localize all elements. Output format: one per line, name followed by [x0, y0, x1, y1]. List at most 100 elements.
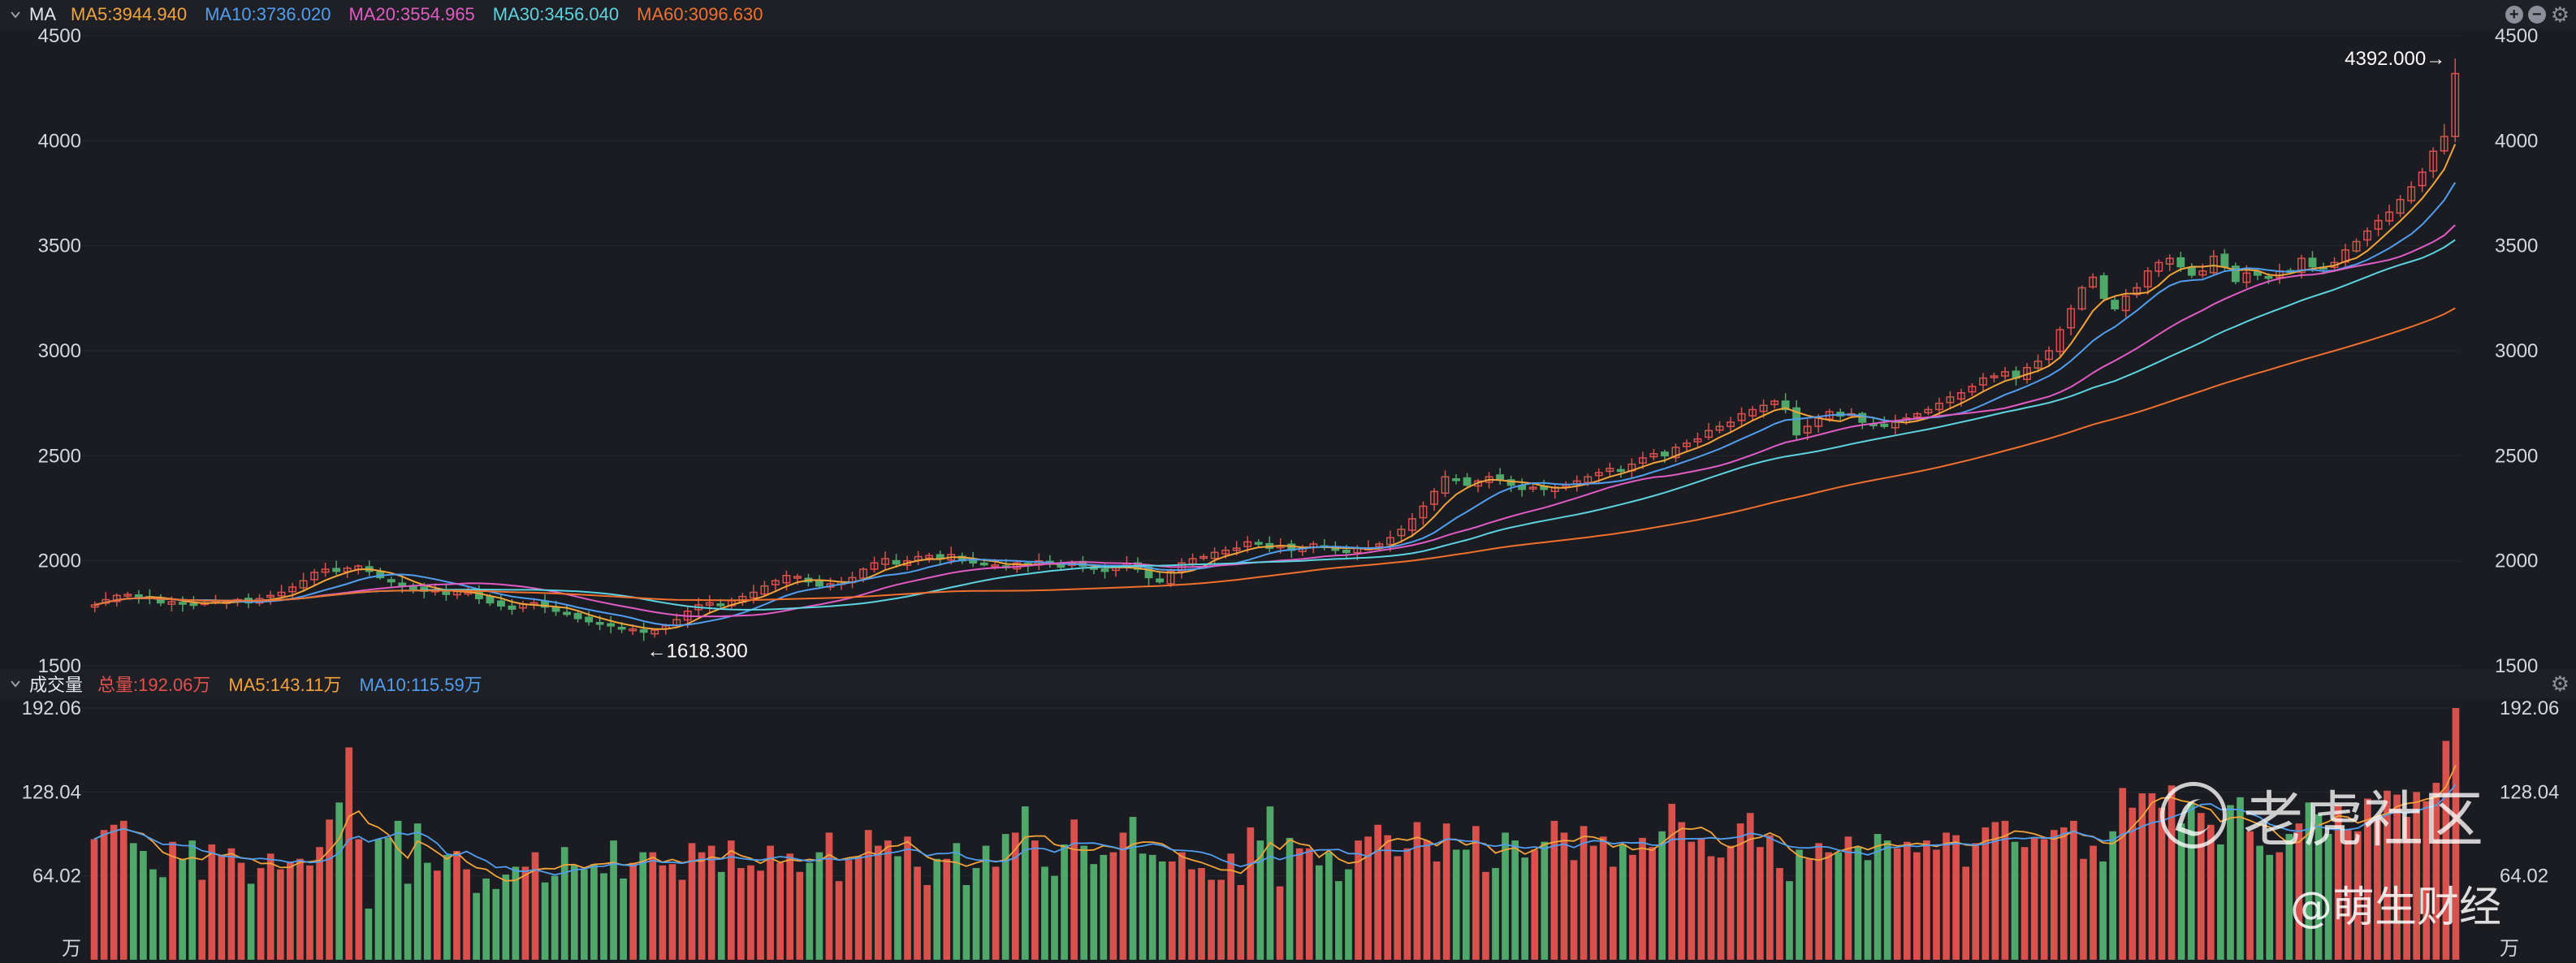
volume-bar-177: [1825, 852, 1833, 960]
candle-193: [2209, 249, 2218, 276]
candle-body-155: [1792, 407, 1801, 436]
volume-bar-202: [2070, 820, 2077, 960]
volume-bar-76: [835, 881, 843, 960]
ma60-line: [94, 307, 2456, 606]
volume-bar-62: [698, 852, 706, 960]
volume-bar-217: [2217, 844, 2224, 960]
volume-bar-80: [874, 845, 882, 960]
volume-panel-title: 成交量: [29, 675, 84, 695]
volume-bar-4: [129, 843, 137, 960]
candle-body-163: [1880, 423, 1889, 427]
volume-unit-left: 万: [62, 938, 81, 960]
candle-body-166: [1913, 412, 1921, 418]
volume-bar-49: [570, 865, 578, 960]
volume-bar-92: [992, 866, 1000, 960]
candle-body-8: [178, 602, 187, 605]
candle-22: [332, 560, 341, 575]
volume-bar-97: [1041, 866, 1048, 960]
candle-body-102: [1210, 551, 1219, 559]
volume-bar-130: [1364, 836, 1372, 960]
volume-bar-57: [649, 852, 657, 960]
chevron-down-icon[interactable]: [10, 9, 21, 20]
candle-56: [705, 594, 714, 612]
plus-circle-icon[interactable]: +: [2505, 6, 2523, 24]
volume-bar-200: [2050, 830, 2058, 960]
candle-body-161: [1858, 412, 1867, 423]
volume-bar-109: [1158, 861, 1166, 960]
volume-bar-110: [1168, 861, 1176, 960]
volume-bar-240: [2442, 741, 2450, 960]
volume-bar-167: [1727, 845, 1735, 960]
candle-body-192: [2198, 270, 2207, 276]
volume-bar-34: [423, 862, 431, 960]
volume-bar-198: [2030, 837, 2038, 960]
minus-circle-icon[interactable]: −: [2527, 6, 2546, 24]
volume-bar-151: [1570, 860, 1578, 960]
candle-body-136: [1584, 476, 1593, 483]
watermark-brand: 老虎社区: [2160, 771, 2483, 858]
candle-body-103: [1221, 549, 1230, 555]
volume-bar-168: [1736, 823, 1744, 960]
volume-bar-103: [1100, 854, 1108, 960]
volume-bar-195: [2001, 820, 2009, 960]
volume-bar-180: [1854, 847, 1862, 960]
volume-bar-154: [1599, 836, 1607, 960]
volume-bar-111: [1178, 852, 1186, 960]
volume-tick-right-1: 128.04: [2500, 781, 2559, 803]
candle-body-120: [1408, 518, 1416, 531]
volume-bar-17: [257, 868, 265, 960]
candle-145: [1683, 439, 1691, 451]
volume-bar-148: [1541, 841, 1549, 960]
volume-bar-78: [854, 856, 862, 960]
candle-187: [2143, 267, 2152, 295]
candle-body-18: [288, 586, 297, 593]
candle-51: [650, 628, 659, 638]
watermark-author: @萌生财经: [2290, 883, 2502, 932]
volume-bar-144: [1502, 832, 1509, 960]
volume-bar-53: [610, 840, 617, 960]
candle-body-47: [607, 623, 616, 627]
volume-bar-43: [512, 866, 520, 960]
candle-body-44: [573, 612, 582, 620]
volume-indicator-2: MA10:115.59万: [359, 675, 482, 695]
candle-body-189: [2165, 257, 2174, 265]
candle-171: [1968, 382, 1977, 396]
volume-bar-181: [1864, 860, 1872, 960]
volume-bar-149: [1550, 820, 1558, 960]
volume-bar-222: [2266, 854, 2274, 960]
volume-bar-233: [2374, 817, 2381, 960]
candle-body-92: [1100, 568, 1109, 572]
volume-bar-20: [287, 861, 294, 960]
volume-bar-184: [1893, 848, 1901, 960]
price-tick-left-2: 2500: [38, 445, 81, 467]
candle-body-17: [277, 591, 286, 597]
candle-body-150: [1737, 412, 1746, 421]
volume-bar-218: [2227, 805, 2234, 960]
volume-tick-left-0: 192.06: [22, 697, 81, 719]
volume-bar-234: [2384, 790, 2391, 960]
volume-bar-224: [2285, 834, 2293, 960]
gear-icon[interactable]: ⚙: [2550, 672, 2570, 696]
candle-body-139: [1616, 469, 1625, 473]
volume-bar-64: [717, 871, 725, 960]
volume-bar-201: [2060, 827, 2068, 960]
candle-body-170: [1956, 391, 1965, 400]
candle-153: [1770, 399, 1779, 409]
volume-bar-127: [1335, 881, 1342, 960]
volume-bar-210: [2148, 793, 2156, 960]
volume-bar-158: [1639, 837, 1646, 960]
volume-bar-219: [2237, 797, 2244, 960]
price-tick-right-6: 4500: [2495, 25, 2538, 47]
gear-icon[interactable]: ⚙: [2550, 2, 2570, 27]
volume-bar-37: [453, 851, 460, 960]
volume-bar-48: [560, 847, 568, 960]
volume-bar-175: [1805, 858, 1813, 960]
volume-bar-159: [1649, 847, 1656, 960]
candle-172: [1979, 373, 1987, 393]
volume-panel-header: 成交量 总量:192.06万 MA5:143.11万 MA10:115.59万 ⚙: [0, 669, 2576, 698]
chevron-down-icon[interactable]: [10, 678, 21, 689]
volume-bar-7: [159, 877, 166, 960]
volume-bar-18: [266, 853, 274, 960]
candle-body-105: [1243, 541, 1252, 547]
